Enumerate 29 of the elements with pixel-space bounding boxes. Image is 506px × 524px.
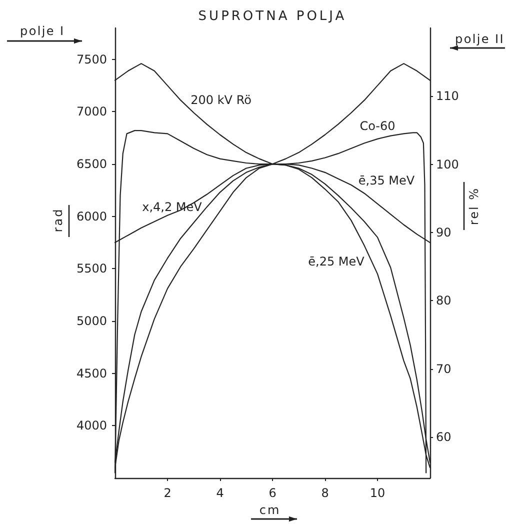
y2-tick-label: 70: [436, 362, 452, 376]
x-tick-label: 8: [321, 486, 329, 500]
series-label: Co-60: [360, 118, 396, 133]
y2-tick-label: 110: [436, 89, 459, 104]
y-tick-label: 4000: [76, 418, 107, 433]
y-tick-label: 4500: [76, 366, 107, 380]
y-tick-label: 7000: [76, 104, 107, 119]
x-tick-label: 2: [164, 486, 172, 500]
y-axis-title: rad: [51, 208, 65, 232]
y-tick-label: 5500: [76, 262, 107, 276]
y2-tick-label: 80: [436, 294, 452, 308]
series-label: 200 kV Rö: [190, 93, 252, 108]
y-tick-label: 7500: [76, 52, 107, 66]
x-tick-label: 6: [268, 486, 276, 500]
series-label: ē,25 MeV: [308, 254, 366, 269]
series-label: ē,35 MeV: [358, 173, 416, 188]
x-tick-label: 4: [216, 486, 224, 500]
y-tick-label: 6000: [76, 209, 107, 224]
y-tick-label: 5000: [76, 314, 107, 328]
x-tick-label: 10: [370, 486, 386, 500]
text: polje I: [20, 24, 65, 38]
x-axis-title: cm: [259, 503, 281, 517]
y-tick-label: 6500: [76, 157, 107, 172]
y2-tick-label: 60: [436, 430, 452, 444]
chart-title: SUPROTNA POLJA: [198, 9, 347, 24]
y2-axis-title: rel %: [467, 186, 481, 226]
y2-tick-label: 90: [436, 226, 452, 240]
y2-tick-label: 100: [436, 157, 459, 172]
text: polje II: [455, 32, 505, 46]
